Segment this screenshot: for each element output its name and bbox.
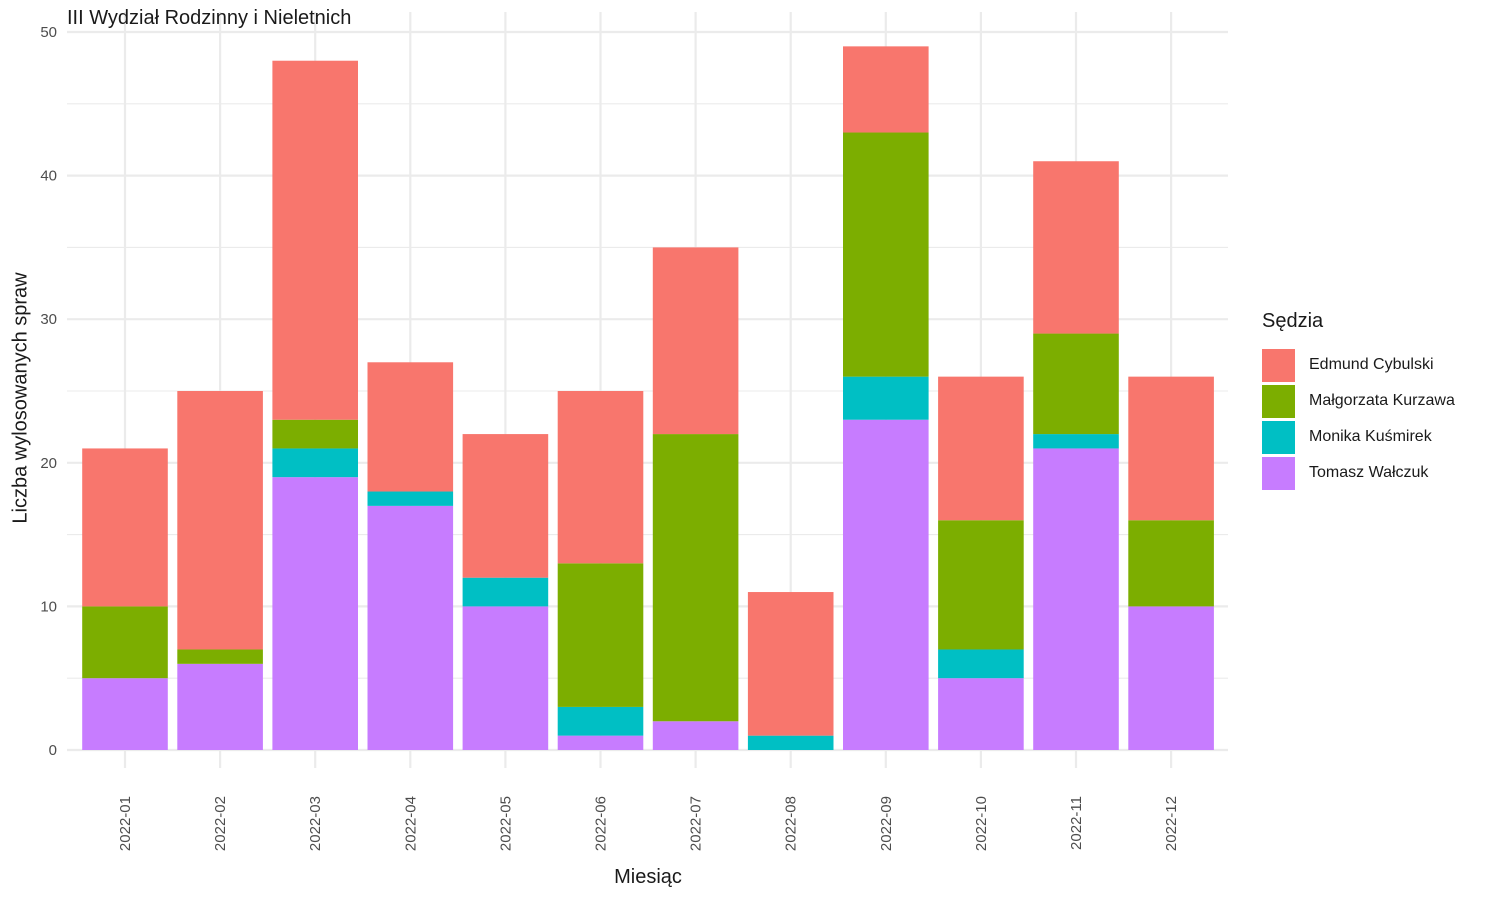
bar-segment [367, 505, 454, 750]
x-axis-ticks: 2022-01 2022-02 2022-03 2022-04 2022-05 2022-… [117, 796, 1180, 851]
bar-segment [652, 434, 739, 722]
bar-segment [1128, 606, 1214, 750]
bar-segment [843, 419, 929, 750]
bar-segment [843, 376, 929, 420]
bar-segment [557, 563, 644, 707]
x-tick-label: 2022-09 [878, 796, 895, 851]
legend-items: Edmund Cybulski Małgorzata Kurzawa Monika … [1262, 347, 1455, 491]
y-tick-label: 50 [40, 24, 57, 41]
bar-segment [1033, 333, 1119, 435]
bar-segment [82, 606, 168, 679]
y-tick-label: 0 [49, 742, 57, 759]
legend-item: Tomasz Wałczuk [1262, 455, 1455, 491]
bar-segment [557, 391, 644, 564]
legend-item: Monika Kuśmirek [1262, 419, 1455, 455]
legend-label: Małgorzata Kurzawa [1309, 392, 1455, 409]
legend-label: Edmund Cybulski [1309, 356, 1434, 373]
x-tick-label: 2022-01 [117, 796, 134, 851]
legend-title: Sędzia [1262, 310, 1324, 332]
bar-segment [272, 448, 358, 478]
bars [82, 46, 1214, 750]
bar-segment [652, 721, 739, 750]
bar-segment [938, 678, 1024, 750]
bar-segment [1033, 448, 1119, 750]
legend: Sędzia Edmund Cybulski Małgorzata Kurzawa… [1262, 310, 1455, 491]
legend-key [1262, 348, 1295, 382]
y-axis-ticks: 0 10 20 30 40 50 [40, 24, 57, 759]
bar-segment [272, 477, 358, 750]
bar-segment [462, 434, 549, 578]
x-tick-label: 2022-05 [497, 796, 514, 851]
bar-segment [272, 60, 358, 420]
y-tick-label: 30 [40, 311, 57, 328]
bar-segment [557, 706, 644, 736]
bar-segment [1033, 434, 1119, 449]
bar-segment [272, 419, 358, 449]
x-tick-label: 2022-04 [402, 796, 419, 851]
bar-segment [938, 649, 1024, 679]
bar-segment [747, 735, 834, 750]
bar-segment [462, 577, 549, 607]
chart-title: III Wydział Rodzinny i Nieletnich [67, 7, 352, 29]
bar-segment [1033, 161, 1119, 334]
bar-segment [177, 391, 263, 650]
bar-segment [367, 362, 454, 492]
legend-key [1262, 420, 1295, 454]
bar-segment [652, 247, 739, 435]
bar-segment [557, 735, 644, 750]
x-tick-label: 2022-02 [212, 796, 229, 851]
x-tick-label: 2022-10 [973, 796, 990, 851]
legend-key [1262, 456, 1295, 490]
bar-segment [938, 376, 1024, 521]
bar-segment [177, 649, 263, 664]
bar-segment [843, 46, 929, 133]
x-tick-label: 2022-07 [688, 796, 705, 851]
legend-key [1262, 384, 1295, 418]
bar-segment [462, 606, 549, 750]
bar-segment [1128, 520, 1214, 607]
y-tick-label: 20 [40, 455, 57, 472]
bar-segment [177, 663, 263, 750]
legend-item: Małgorzata Kurzawa [1262, 383, 1455, 419]
x-tick-label: 2022-12 [1163, 796, 1180, 851]
legend-label: Tomasz Wałczuk [1309, 464, 1429, 481]
x-tick-label: 2022-03 [307, 796, 324, 851]
bar-segment [843, 132, 929, 377]
x-tick-label: 2022-08 [783, 796, 800, 851]
legend-item: Edmund Cybulski [1262, 347, 1455, 383]
x-tick-label: 2022-06 [593, 796, 610, 851]
y-tick-label: 10 [40, 598, 57, 615]
bar-segment [82, 448, 168, 607]
bar-segment [938, 520, 1024, 650]
y-tick-label: 40 [40, 168, 57, 185]
y-axis-label: Liczba wylosowanych spraw [9, 272, 32, 524]
bar-segment [367, 491, 454, 506]
bar-segment [747, 592, 834, 736]
bar-segment [82, 678, 168, 750]
x-axis-label: Miesiąc [614, 866, 682, 888]
legend-label: Monika Kuśmirek [1309, 428, 1432, 445]
bar-segment [1128, 376, 1214, 521]
x-tick-label: 2022-11 [1068, 796, 1085, 850]
